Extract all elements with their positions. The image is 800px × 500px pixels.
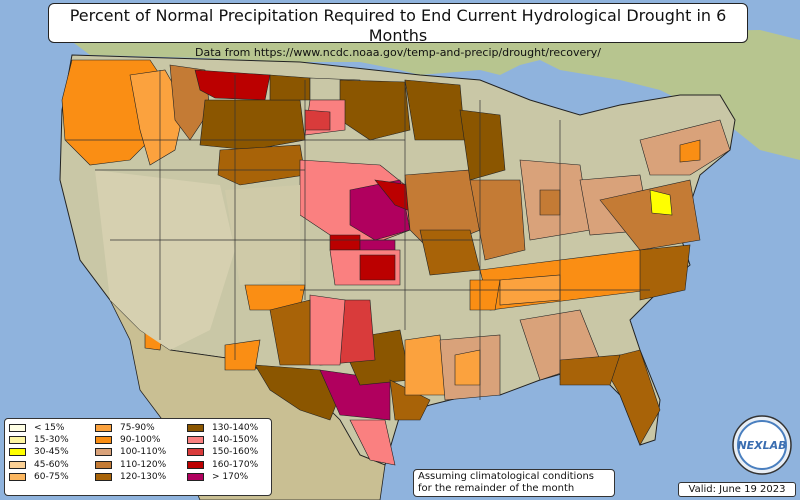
map-title: Percent of Normal Precipitation Required… bbox=[69, 6, 727, 45]
legend-item: 45-60% bbox=[9, 459, 69, 471]
legend-swatch bbox=[95, 460, 112, 469]
assumption-note: Assuming climatological conditions for t… bbox=[413, 469, 615, 497]
legend-label: 30-45% bbox=[34, 447, 69, 458]
svg-text:NEXLAB: NEXLAB bbox=[737, 439, 786, 452]
legend-label: 110-120% bbox=[120, 459, 167, 470]
legend-item: 30-45% bbox=[9, 446, 69, 458]
legend-item: 90-100% bbox=[95, 434, 166, 446]
state-borders bbox=[65, 70, 650, 400]
legend-item: > 170% bbox=[187, 471, 258, 483]
legend-label: 150-160% bbox=[212, 447, 259, 458]
legend-label: 15-30% bbox=[34, 435, 69, 446]
legend-item: 100-110% bbox=[95, 446, 166, 458]
nexlab-logo: NEXLAB bbox=[732, 415, 792, 475]
legend-item: < 15% bbox=[9, 422, 69, 434]
legend-label: 130-140% bbox=[212, 423, 259, 434]
legend-swatch bbox=[95, 436, 112, 445]
legend-swatch bbox=[95, 424, 112, 433]
legend-swatch bbox=[9, 436, 26, 445]
legend-label: 60-75% bbox=[34, 471, 69, 482]
legend-item: 120-130% bbox=[95, 471, 166, 483]
legend-swatch bbox=[9, 472, 26, 481]
legend-item: 110-120% bbox=[95, 459, 166, 471]
title-box: Percent of Normal Precipitation Required… bbox=[48, 3, 748, 59]
legend-label: 45-60% bbox=[34, 459, 69, 470]
legend-swatch bbox=[187, 460, 204, 469]
legend: < 15% 15-30% 30-45% 45-60% 60-75% 75-90%… bbox=[4, 418, 272, 496]
legend-label: 100-110% bbox=[120, 447, 167, 458]
legend-label: > 170% bbox=[212, 471, 249, 482]
legend-swatch bbox=[187, 424, 204, 433]
legend-item: 60-75% bbox=[9, 471, 69, 483]
legend-swatch bbox=[9, 460, 26, 469]
legend-swatch bbox=[9, 448, 26, 457]
legend-label: 90-100% bbox=[120, 435, 161, 446]
drought-regions bbox=[61, 59, 731, 466]
legend-label: 140-150% bbox=[212, 435, 259, 446]
legend-swatch bbox=[187, 448, 204, 457]
legend-item: 75-90% bbox=[95, 422, 166, 434]
legend-swatch bbox=[187, 472, 204, 481]
legend-item: 160-170% bbox=[187, 459, 258, 471]
canada-landmass bbox=[70, 30, 800, 160]
legend-swatch bbox=[187, 436, 204, 445]
legend-label: 160-170% bbox=[212, 459, 259, 470]
legend-item: 15-30% bbox=[9, 434, 69, 446]
valid-date: Valid: June 19 2023 bbox=[678, 482, 796, 497]
map-subtitle: Data from https://www.ncdc.noaa.gov/temp… bbox=[195, 46, 601, 59]
legend-label: < 15% bbox=[34, 423, 65, 434]
legend-item: 140-150% bbox=[187, 434, 258, 446]
legend-item: 130-140% bbox=[187, 422, 258, 434]
legend-label: 120-130% bbox=[120, 471, 167, 482]
legend-item: 150-160% bbox=[187, 446, 258, 458]
legend-swatch bbox=[95, 448, 112, 457]
region-montana-red bbox=[194, 69, 271, 101]
legend-swatch bbox=[95, 472, 112, 481]
legend-label: 75-90% bbox=[120, 423, 155, 434]
legend-swatch bbox=[9, 424, 26, 433]
